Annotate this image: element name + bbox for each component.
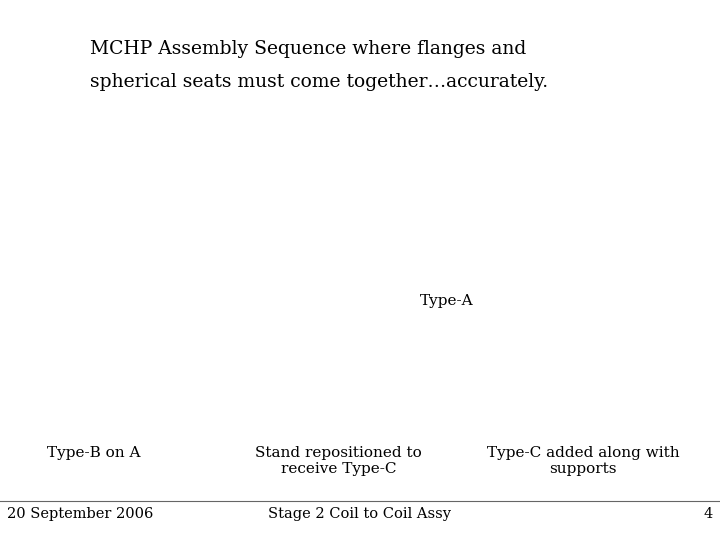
Text: MCHP Assembly Sequence where flanges and: MCHP Assembly Sequence where flanges and <box>90 40 526 58</box>
Text: Stage 2 Coil to Coil Assy: Stage 2 Coil to Coil Assy <box>269 507 451 521</box>
Text: Type-A: Type-A <box>420 294 473 308</box>
Text: Type-B on A: Type-B on A <box>47 446 140 460</box>
Text: spherical seats must come together…accurately.: spherical seats must come together…accur… <box>90 73 548 91</box>
Text: 4: 4 <box>703 507 713 521</box>
Text: 20 September 2006: 20 September 2006 <box>7 507 153 521</box>
Text: Stand repositioned to
receive Type-C: Stand repositioned to receive Type-C <box>255 446 422 476</box>
Text: Type-C added along with
supports: Type-C added along with supports <box>487 446 680 476</box>
